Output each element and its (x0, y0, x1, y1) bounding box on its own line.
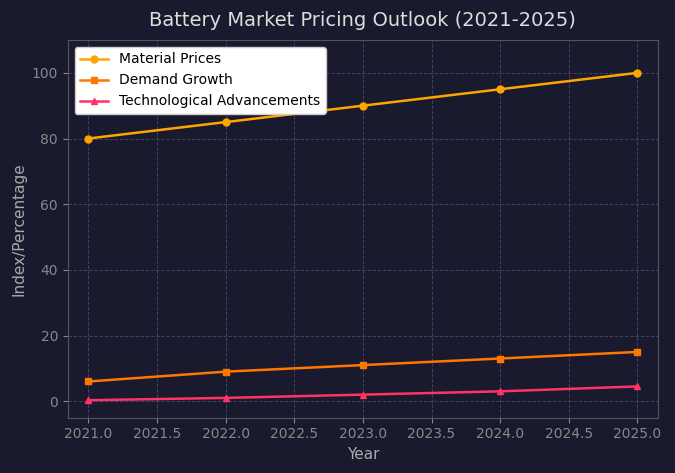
Technological Advancements (221, 395, 230, 401)
Title: Battery Market Pricing Outlook (2021-2025): Battery Market Pricing Outlook (2021-202… (149, 11, 576, 30)
Technological Advancements (633, 384, 641, 389)
Material Prices (633, 70, 641, 76)
Demand Growth (84, 379, 92, 385)
Technological Advancements (84, 397, 92, 403)
Line: Material Prices: Material Prices (85, 70, 641, 142)
Demand Growth (633, 349, 641, 355)
Demand Growth (359, 362, 367, 368)
Material Prices (84, 136, 92, 141)
Legend: Material Prices, Demand Growth, Technological Advancements: Material Prices, Demand Growth, Technolo… (75, 47, 326, 114)
X-axis label: Year: Year (347, 447, 379, 462)
Demand Growth (221, 369, 230, 375)
Technological Advancements (359, 392, 367, 397)
Technological Advancements (496, 388, 504, 394)
Line: Demand Growth: Demand Growth (85, 349, 641, 385)
Material Prices (221, 119, 230, 125)
Demand Growth (496, 356, 504, 361)
Line: Technological Advancements: Technological Advancements (85, 383, 641, 403)
Y-axis label: Index/Percentage: Index/Percentage (11, 162, 26, 296)
Material Prices (359, 103, 367, 108)
Material Prices (496, 87, 504, 92)
